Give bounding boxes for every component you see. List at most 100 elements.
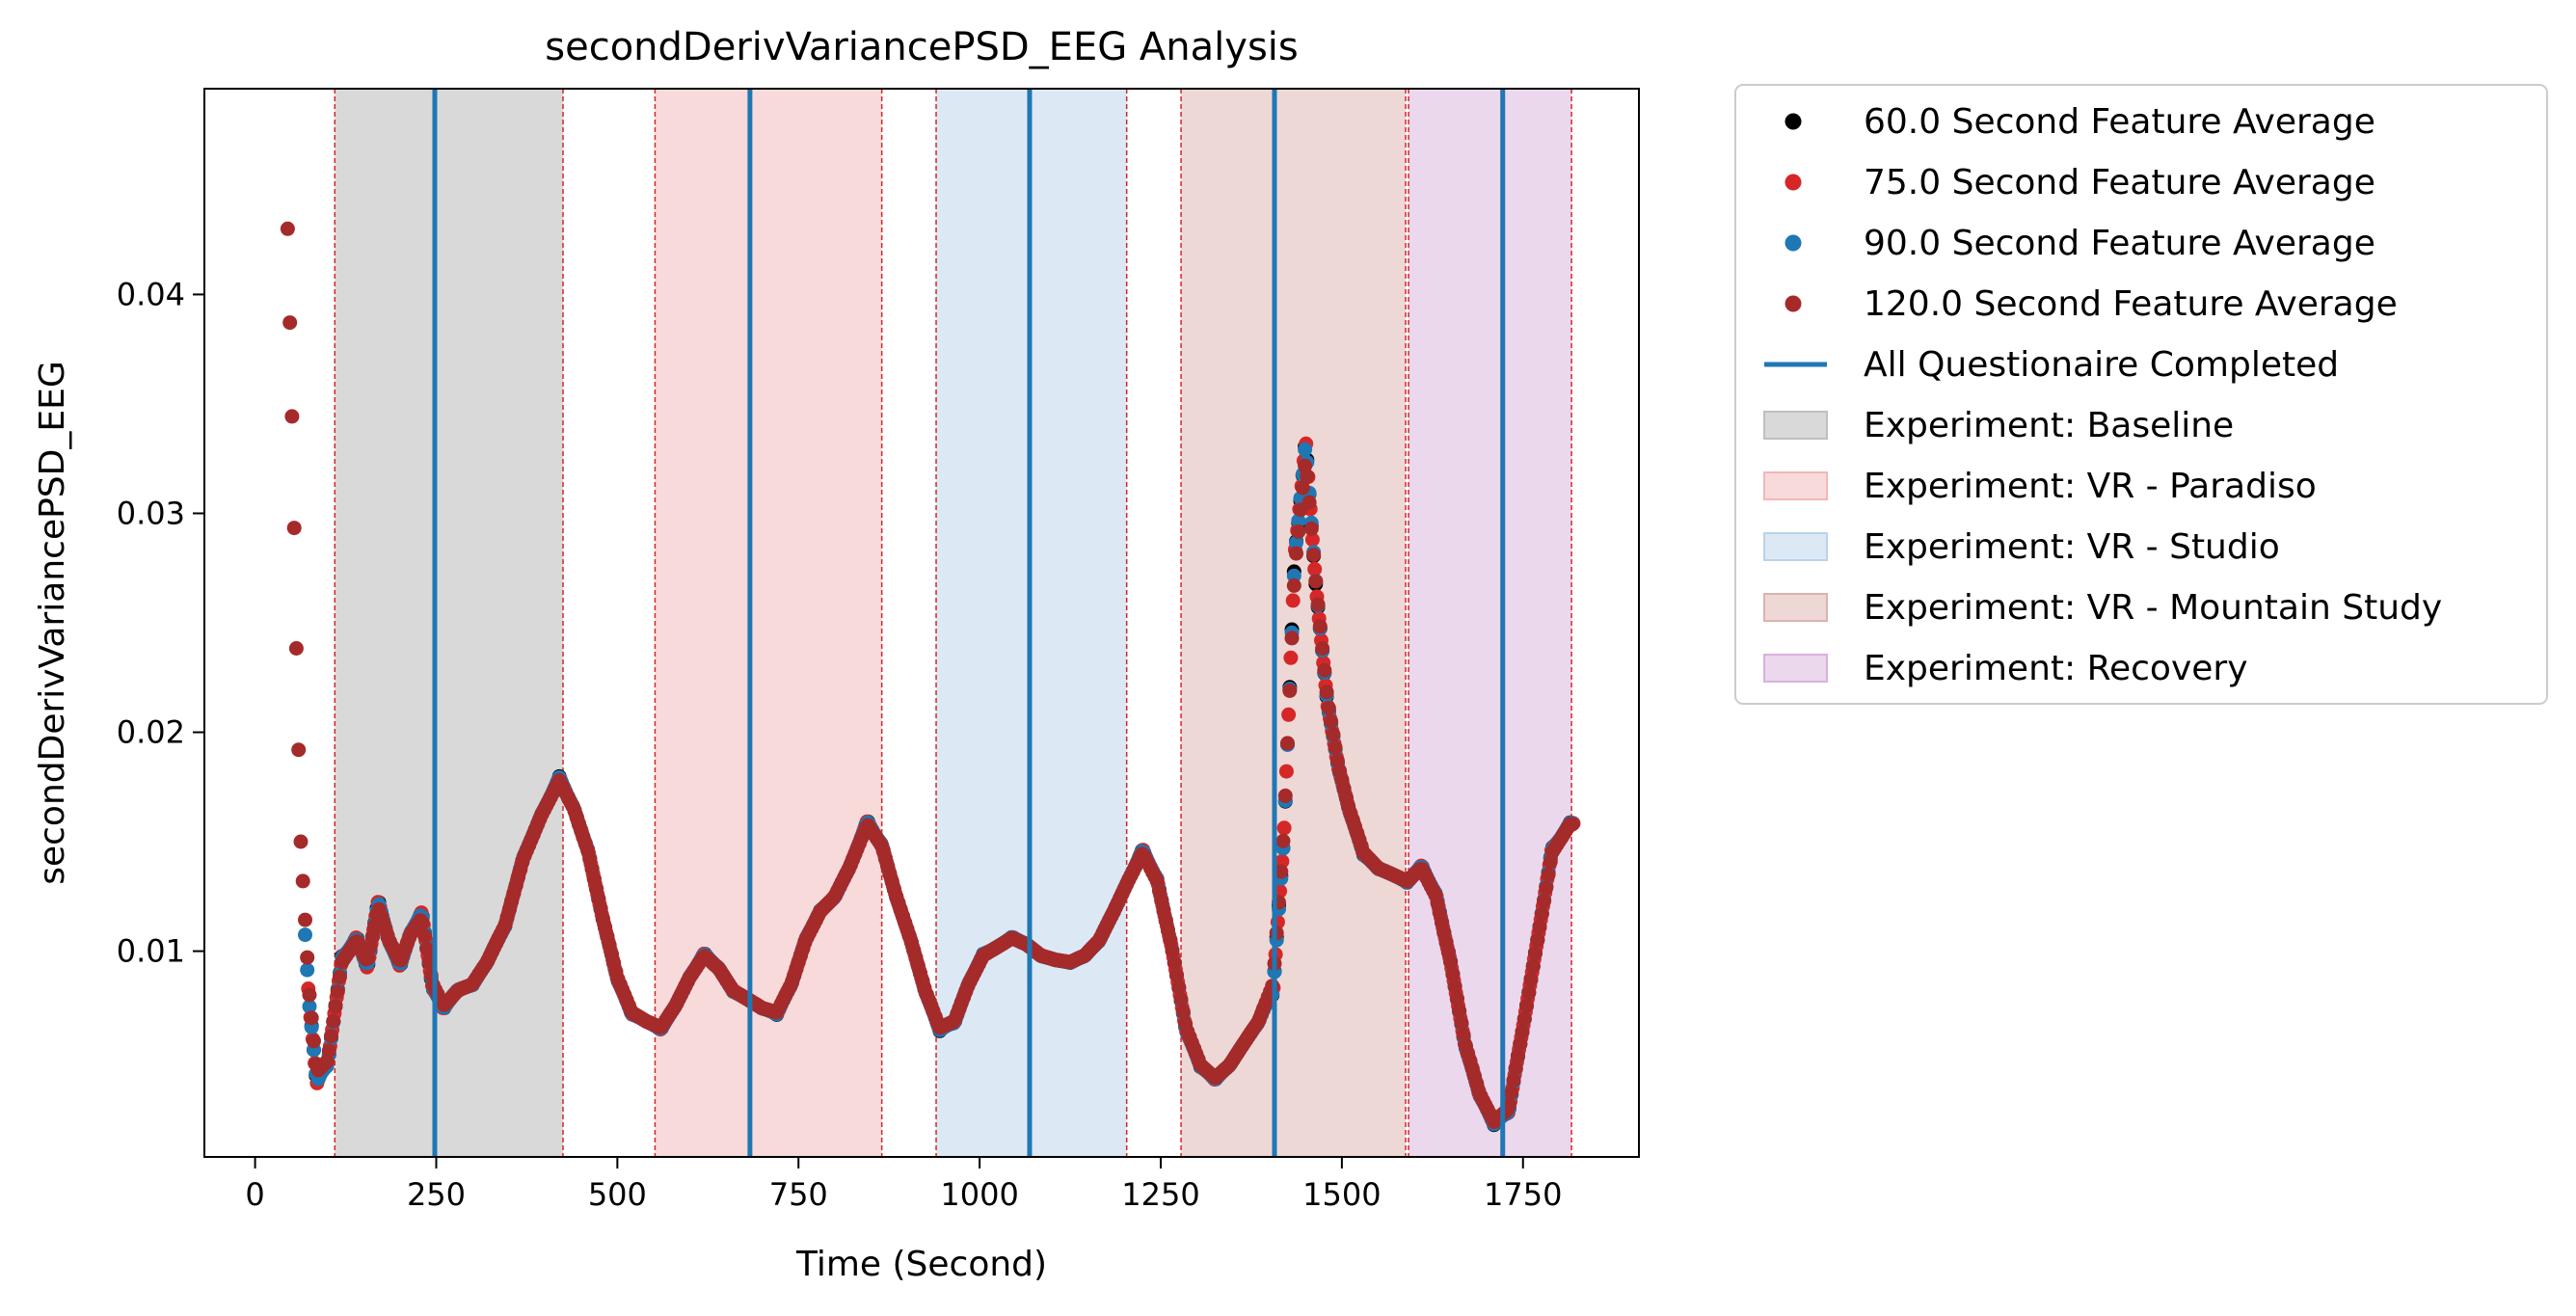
data-point [304,1010,319,1026]
data-point [1275,833,1291,848]
data-point [300,950,315,965]
y-tick-label: 0.02 [117,714,185,751]
y-tick-label: 0.01 [117,933,185,970]
y-axis-label: secondDerivVariancePSD_EEG [33,361,72,885]
legend-marker-region-4 [1763,654,1828,683]
data-point [1285,593,1301,608]
legend-label: 120.0 Second Feature Average [1864,284,2398,324]
data-point [1171,980,1187,995]
data-point [1289,546,1303,561]
x-tick-label: 250 [407,1176,466,1213]
data-point [417,928,432,944]
data-point [1328,739,1343,755]
legend-label: Experiment: Recovery [1864,649,2248,688]
data-point [1321,701,1336,715]
data-point [1304,532,1320,548]
data-point [307,1034,321,1049]
data-point [1278,764,1294,779]
data-point [1523,972,1539,987]
region-0 [335,89,563,1157]
data-point [1165,943,1180,958]
data-point [291,742,307,758]
data-point [1504,1085,1519,1100]
data-point [324,1029,338,1044]
data-point [1308,574,1324,589]
x-tick-label: 750 [769,1176,828,1213]
legend-label: Experiment: VR - Paradiso [1864,467,2317,506]
plot-frame [203,88,1640,1158]
region-4 [1409,89,1572,1157]
legend-marker-series-1 [1784,174,1802,191]
data-point [1167,955,1182,971]
region-1 [655,89,882,1157]
data-point [1511,1048,1525,1063]
legend-marker-series-0 [1784,113,1802,130]
x-tick-label: 1250 [1121,1176,1199,1213]
legend-marker-series-3 [1784,295,1802,312]
data-point [286,521,302,536]
data-point [1521,985,1537,1001]
data-point [1449,991,1464,1007]
data-point [1289,535,1303,551]
data-point [1530,932,1545,948]
series-layer [280,221,1581,1133]
data-point [1502,1097,1516,1113]
x-tick-label: 1500 [1302,1176,1381,1213]
data-point [1312,619,1328,634]
x-tick-label: 1750 [1484,1176,1562,1213]
questionnaire-lines-layer [432,89,1506,1157]
x-tick-label: 1000 [940,1176,1018,1213]
data-point [1282,683,1298,698]
data-point [1280,736,1295,751]
legend-label: Experiment: Baseline [1864,406,2234,445]
data-point [1541,867,1556,882]
data-point [1539,880,1554,896]
data-point [302,999,317,1014]
legend-label: 60.0 Second Feature Average [1864,102,2375,142]
data-point [321,1043,336,1059]
data-point [284,409,300,424]
data-point [1525,959,1541,974]
y-axis-ticks: 0.01 0.02 0.03 0.04 [117,276,204,970]
data-point [1506,1073,1521,1088]
legend-label: All Questionaire Completed [1864,345,2339,385]
data-point [1303,521,1319,536]
x-axis-ticks: 0 250 500 750 1000 1250 1500 1750 [245,1157,1562,1213]
data-point [298,927,312,943]
data-point [1528,946,1543,961]
data-point [1317,662,1332,678]
data-point [1515,1024,1530,1039]
data-point [1300,469,1315,484]
legend: 60.0 Second Feature Average 75.0 Second F… [1734,84,2548,705]
legend-label: 75.0 Second Feature Average [1864,163,2375,202]
data-point [1513,1036,1528,1052]
data-point [326,1013,341,1029]
data-point [362,940,378,955]
data-point [1169,967,1184,982]
series-3 [280,221,1580,1130]
data-point [302,987,317,1003]
data-point [1516,1011,1532,1027]
legend-label: Experiment: VR - Studio [1864,527,2280,567]
y-tick-label: 0.03 [117,495,185,531]
legend-label: Experiment: VR - Mountain Study [1864,588,2442,628]
data-point [1291,513,1306,528]
legend-marker-region-0 [1763,411,1828,440]
legend-marker-series-2 [1784,234,1802,252]
data-point [1283,650,1299,665]
data-point [1324,713,1339,729]
x-axis-label: Time (Second) [795,1245,1047,1284]
data-point [1454,1015,1469,1031]
legend-marker-region-3 [1763,593,1828,622]
data-point [298,912,312,927]
data-point [1310,597,1326,612]
data-point [1319,685,1334,700]
data-point [1532,920,1547,935]
data-point [419,941,435,956]
data-point [280,221,295,236]
data-point [333,969,347,984]
data-point [1274,864,1289,879]
data-point [364,928,380,944]
